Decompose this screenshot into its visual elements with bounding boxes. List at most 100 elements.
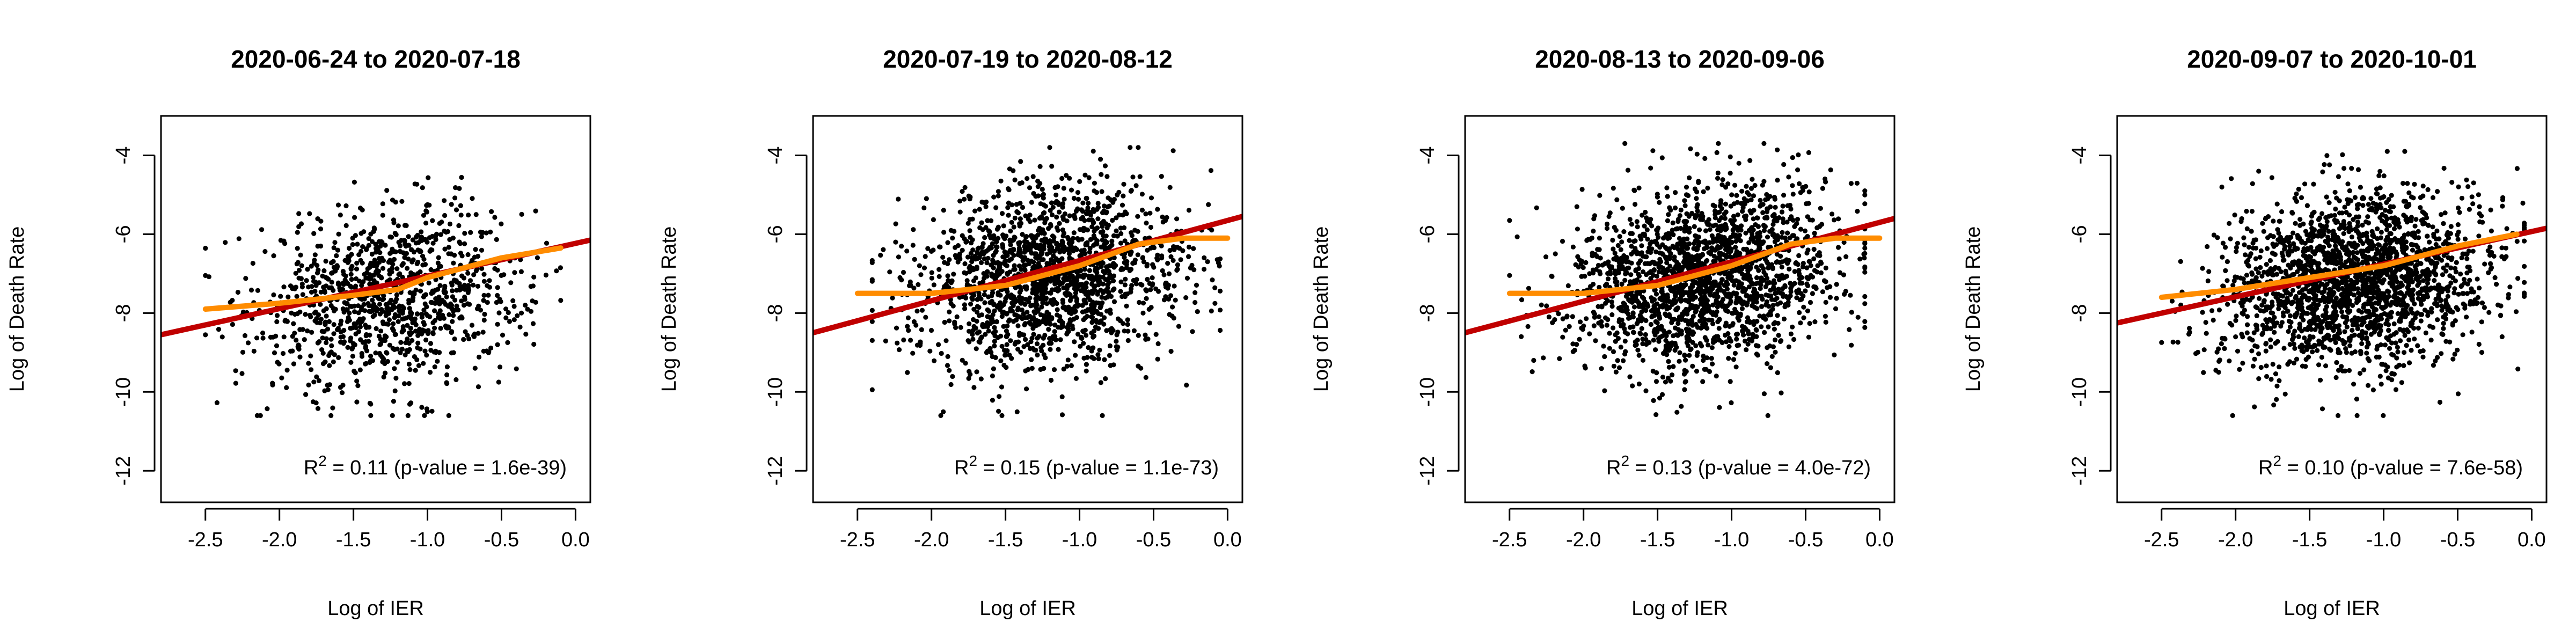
chart-panel-1: 2020-06-24 to 2020-07-18-2.5 -2.0 -1.5 -1.0… [6, 45, 591, 620]
scatter-point [1032, 264, 1037, 269]
scatter-point [1666, 348, 1672, 353]
scatter-point [1057, 221, 1062, 226]
scatter-point [1708, 248, 1714, 254]
scatter-point [446, 245, 451, 250]
scatter-point [1743, 273, 1749, 278]
scatter-point [1629, 244, 1634, 249]
scatter-point [1785, 261, 1790, 266]
scatter-point [1723, 304, 1729, 310]
scatter-point [1779, 209, 1785, 215]
scatter-point [1613, 369, 1619, 375]
scatter-point [905, 315, 911, 320]
scatter-point [1643, 318, 1649, 324]
scatter-point [515, 313, 520, 318]
scatter-point [1664, 295, 1670, 300]
scatter-point [418, 249, 423, 254]
scatter-point [1175, 267, 1180, 272]
scatter-point [1618, 247, 1623, 252]
scatter-point [1037, 164, 1043, 169]
scatter-point [1597, 269, 1602, 274]
scatter-point [1205, 259, 1210, 265]
scatter-point [1705, 185, 1710, 191]
scatter-point [1693, 321, 1699, 327]
scatter-point [1671, 301, 1676, 306]
scatter-point [1710, 361, 1715, 367]
scatter-point [989, 218, 994, 223]
scatter-point [1145, 247, 1150, 253]
scatter-point [1713, 222, 1718, 228]
scatter-point [1666, 364, 1672, 370]
scatter-point [458, 251, 464, 256]
scatter-point [986, 328, 991, 334]
scatter-point [996, 189, 1001, 194]
scatter-point [1767, 229, 1773, 234]
scatter-point [340, 334, 346, 340]
scatter-point [1727, 324, 1732, 329]
scatter-point [878, 252, 883, 258]
scatter-point [1590, 251, 1595, 256]
scatter-point [1151, 265, 1157, 270]
scatter-point [1080, 309, 1085, 314]
scatter-point [1092, 333, 1097, 339]
scatter-point [1849, 342, 1854, 348]
scatter-point [953, 245, 958, 250]
x-axis-label: Log of IER [1631, 597, 1728, 620]
scatter-point [392, 231, 398, 236]
scatter-point [1095, 352, 1101, 357]
scatter-point [1584, 316, 1589, 321]
scatter-point [1693, 343, 1699, 348]
scatter-point [979, 334, 984, 340]
scatter-point [1775, 370, 1780, 376]
scatter-point [418, 288, 423, 294]
scatter-point [957, 199, 963, 204]
scatter-point [1660, 375, 1666, 380]
scatter-point [291, 321, 296, 326]
scatter-point [1000, 245, 1006, 250]
scatter-point [1148, 195, 1154, 201]
scatter-point [1748, 186, 1754, 191]
scatter-point [1038, 281, 1043, 286]
scatter-point [1795, 290, 1800, 296]
scatter-point [1682, 379, 1688, 385]
scatter-point [1069, 243, 1074, 248]
scatter-point [413, 368, 418, 373]
scatter-point [1175, 262, 1180, 268]
scatter-point [1661, 236, 1666, 241]
scatter-point [1731, 357, 1737, 362]
scatter-point [1834, 296, 1839, 301]
scatter-point [1605, 276, 1611, 282]
scatter-point [1726, 356, 1731, 361]
panels: 2020-06-24 to 2020-07-18-2.5 -2.0 -1.5 -1.0… [6, 45, 2548, 620]
scatter-point [1806, 150, 1811, 155]
scatter-point [912, 257, 917, 262]
scatter-point [1148, 287, 1153, 292]
scatter-point [1080, 200, 1086, 206]
scatter-point [487, 284, 493, 290]
scatter-point [1723, 320, 1729, 326]
scatter-point [1622, 352, 1628, 357]
scatter-point [1202, 255, 1207, 260]
scatter-point [2244, 330, 2250, 335]
scatter-point [1014, 409, 1020, 415]
scatter-point [451, 350, 456, 355]
scatter-point [1798, 226, 1804, 232]
scatter-point [1762, 330, 1767, 335]
scatter-point [970, 247, 976, 253]
scatter-point [2219, 184, 2224, 190]
scatter-point [1173, 297, 1178, 303]
scatter-point [1779, 265, 1784, 270]
scatter-point [1100, 300, 1105, 305]
scatter-point [1031, 347, 1037, 353]
scatter-point [445, 304, 451, 309]
scatter-point [295, 230, 300, 235]
scatter-point [1135, 214, 1140, 219]
scatter-point [2393, 340, 2398, 346]
scatter-point [1663, 343, 1668, 349]
scatter-point [1069, 279, 1074, 284]
scatter-point [1098, 288, 1103, 293]
scatter-point [957, 209, 963, 215]
scatter-point [1019, 308, 1024, 313]
scatter-point [1634, 321, 1640, 326]
scatter-point [233, 380, 238, 386]
scatter-point [410, 237, 415, 243]
